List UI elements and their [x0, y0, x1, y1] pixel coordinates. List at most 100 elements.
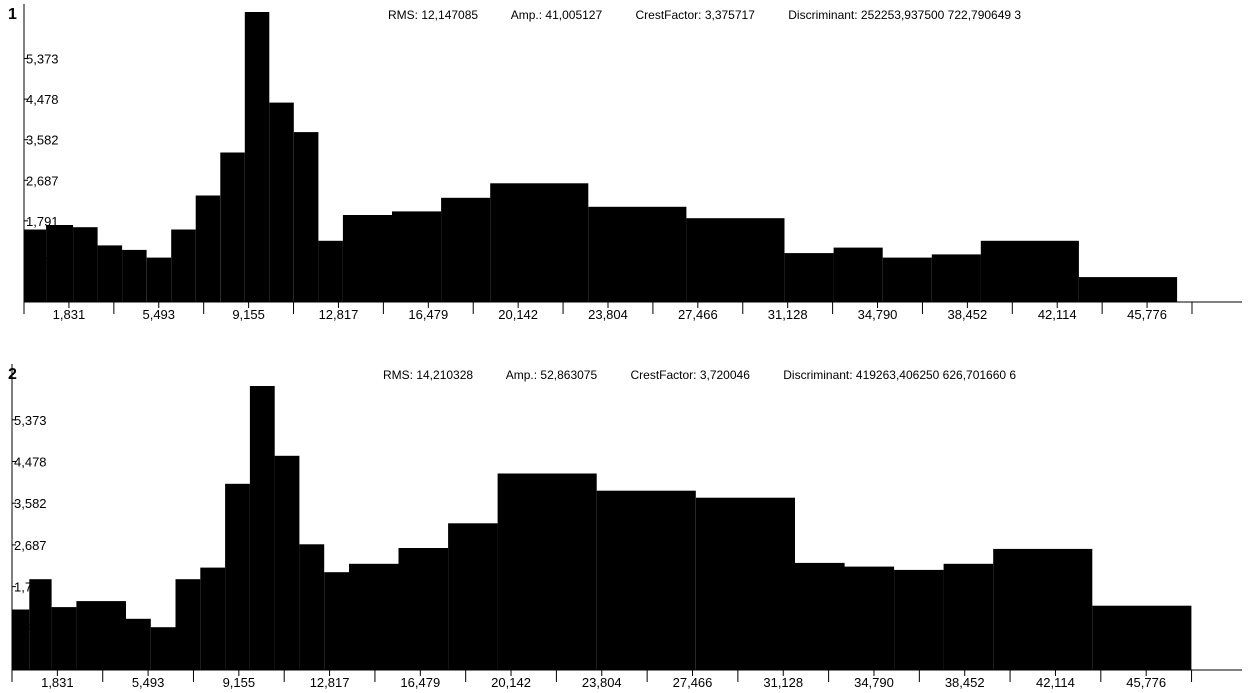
histogram-bar: [349, 563, 399, 670]
histogram-bar: [249, 386, 275, 670]
y-tick-label: 2,687: [26, 173, 59, 188]
x-tick-label: 12,817: [310, 675, 350, 690]
x-tick-label: 42,114: [1036, 675, 1075, 690]
stats-bar: RMS: 12,147085 Amp.: 41,005127 CrestFact…: [388, 8, 1051, 22]
y-tick-label: 0,896: [26, 254, 59, 269]
histogram-bar: [220, 152, 245, 302]
x-tick-label: 34,790: [854, 675, 894, 690]
x-tick-label: 31,128: [768, 307, 808, 322]
x-tick-label: 38,452: [947, 307, 987, 322]
y-tick-label: 1,791: [14, 580, 47, 595]
histogram-bar: [324, 572, 349, 670]
x-tick-label: 9,155: [232, 307, 265, 322]
histogram-bar: [943, 563, 994, 670]
x-tick-label: 31,128: [763, 675, 803, 690]
histogram-bar: [795, 562, 845, 670]
histogram-bar: [126, 618, 151, 670]
x-tick-label: 45,776: [1126, 675, 1166, 690]
histogram-bar: [200, 567, 226, 670]
discriminant-value: Discriminant: 419263,406250 626,701660 6: [783, 368, 1017, 382]
y-tick-label: 4,478: [26, 92, 59, 107]
histogram-bar: [122, 249, 147, 302]
histogram-bar: [146, 257, 172, 302]
histogram-bar: [392, 211, 442, 302]
histogram-plot: 0,896 1,791 2,687 3,582 4,478 5,373 1,831 5,493…: [11, 364, 1242, 690]
histogram-bar: [342, 215, 392, 302]
histogram-bar: [931, 254, 981, 302]
histogram-bar: [51, 607, 77, 670]
x-tick-label: 16,479: [408, 307, 448, 322]
y-tick-label: 1,791: [26, 214, 59, 229]
discriminant-value: Discriminant: 252253,937500 722,790649 3: [788, 8, 1022, 22]
histogram-bar: [195, 195, 221, 302]
y-tick-label: 3,582: [26, 133, 59, 148]
histogram-bar: [588, 206, 687, 302]
histogram-bar: [12, 609, 30, 670]
histogram-bar: [1079, 277, 1178, 302]
histogram-bar: [596, 490, 696, 670]
x-tick-label: 16,479: [400, 675, 440, 690]
histogram-bar: [398, 548, 449, 670]
histogram-bar: [171, 229, 196, 302]
histogram-bar: [441, 197, 491, 302]
y-tick-label: 5,373: [14, 413, 47, 428]
x-tick-label: 23,804: [582, 675, 622, 690]
x-tick-label: 42,114: [1038, 307, 1077, 322]
histogram-panel-2: 2 RMS: 14,210328 Amp.: 52,863075 CrestFa…: [0, 360, 1258, 693]
histogram-bar: [73, 227, 98, 302]
histogram-bar: [844, 566, 895, 670]
x-tick-label: 27,466: [678, 307, 718, 322]
rms-value: RMS: 14,210328: [383, 368, 474, 382]
y-tick-label: 5,373: [26, 52, 59, 67]
histogram-bar: [448, 523, 498, 670]
x-tick-label: 12,817: [319, 307, 359, 322]
histogram-bar: [269, 102, 294, 302]
histogram-bar: [299, 544, 325, 670]
crest-factor-value: CrestFactor: 3,720046: [630, 368, 750, 382]
histogram-bar: [882, 257, 932, 302]
x-tick-label: 9,155: [223, 675, 256, 690]
histogram-bar: [175, 579, 201, 670]
x-tick-label: 1,831: [41, 675, 74, 690]
x-tick-label: 34,790: [858, 307, 898, 322]
histogram-bar: [274, 455, 300, 670]
histogram-bar: [833, 247, 883, 302]
x-tick-label: 5,493: [132, 675, 165, 690]
histogram-bar: [695, 497, 795, 670]
panel-number: 1: [8, 6, 17, 23]
x-tick-label: 1,831: [53, 307, 86, 322]
histogram-bar: [76, 601, 126, 670]
x-tick-label: 23,804: [588, 307, 628, 322]
histogram-bar: [225, 483, 250, 671]
histogram-bar: [993, 548, 1093, 670]
histogram-bar: [318, 240, 343, 302]
histogram-bar: [497, 473, 597, 670]
crest-factor-value: CrestFactor: 3,375717: [635, 8, 755, 22]
histogram-bar: [894, 569, 944, 670]
x-tick-label: 20,142: [491, 675, 531, 690]
histogram-bar: [784, 253, 834, 302]
stats-bar: RMS: 14,210328 Amp.: 52,863075 CrestFact…: [383, 368, 1046, 382]
histogram-bar: [97, 245, 123, 302]
rms-value: RMS: 12,147085: [388, 8, 479, 22]
histogram-bar: [980, 240, 1079, 302]
histogram-bar: [244, 12, 270, 302]
histogram-bar: [24, 229, 47, 302]
histogram-bar: [490, 183, 589, 302]
x-tick-label: 38,452: [945, 675, 985, 690]
histogram-bar: [686, 218, 785, 302]
y-tick-label: 3,582: [14, 496, 47, 511]
amp-value: Amp.: 41,005127: [510, 8, 603, 22]
y-tick-label: 2,687: [14, 538, 47, 553]
histogram-bar: [293, 132, 319, 302]
amp-value: Amp.: 52,863075: [505, 368, 598, 382]
histogram-plot: 0,896 1,791 2,687 3,582 4,478 5,373 1,831 5,493…: [23, 4, 1242, 322]
histogram-bar: [150, 627, 176, 670]
x-tick-label: 27,466: [673, 675, 713, 690]
histogram-bar: [1092, 605, 1192, 670]
y-tick-label: 4,478: [14, 455, 47, 470]
histogram-panel-1: 1 RMS: 12,147085 Amp.: 41,005127 CrestFa…: [0, 0, 1258, 330]
histogram-bar: [46, 225, 74, 302]
y-tick-label: 0,896: [14, 621, 47, 636]
x-tick-label: 20,142: [498, 307, 538, 322]
